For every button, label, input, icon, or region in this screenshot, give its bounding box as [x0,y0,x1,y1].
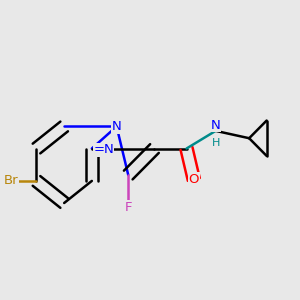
Text: Br: Br [4,174,19,188]
Text: O: O [189,173,199,186]
Text: F: F [124,201,132,214]
Text: =N: =N [93,143,114,157]
Text: N: N [112,120,122,133]
Text: N: N [211,119,220,132]
Text: H: H [212,138,220,148]
